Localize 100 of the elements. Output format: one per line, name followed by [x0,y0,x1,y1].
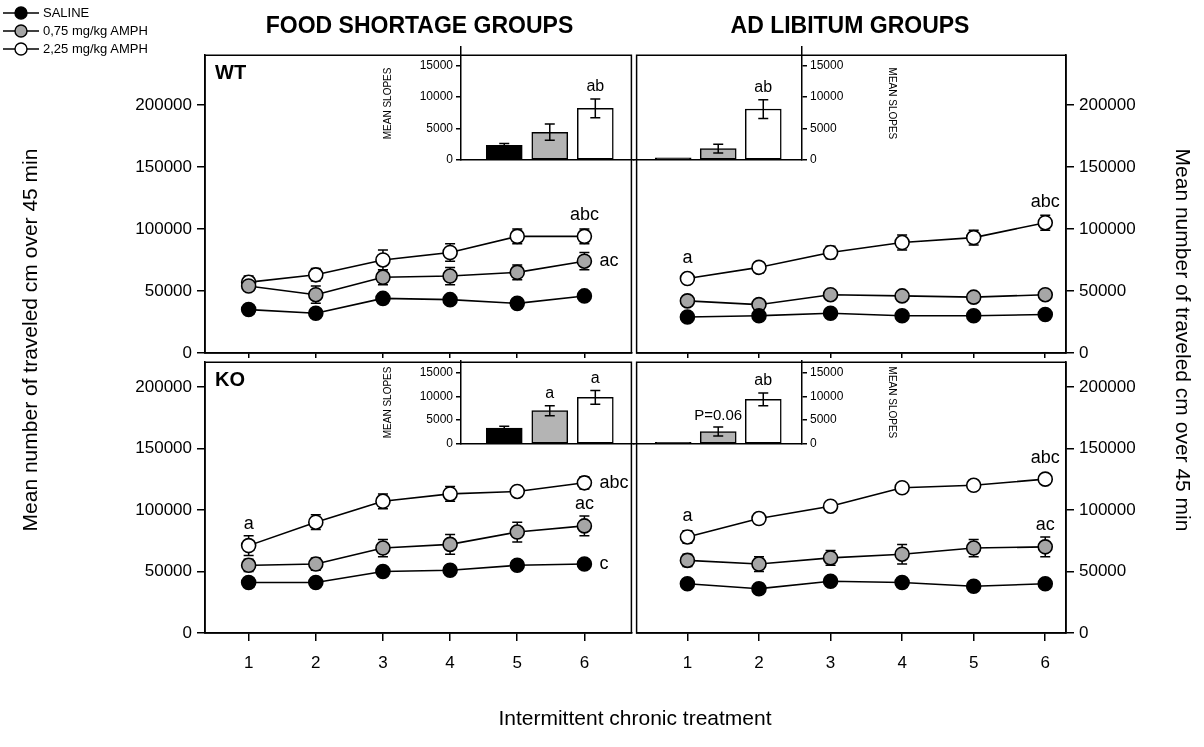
y-tick-label: 0 [810,152,817,167]
x-axis-title: Intermittent chronic treatment [498,706,772,730]
y-tick-label: 10000 [810,388,844,403]
data-label: a [590,368,600,386]
y-tick-label: 0 [182,622,192,642]
annotation: a [682,246,694,267]
y-tick-label: 15000 [810,58,844,73]
y-tick-label: 150000 [1079,438,1136,458]
y-tick-label: 200000 [135,376,192,396]
annotation: ac [1035,513,1055,534]
point [679,309,696,325]
point [442,562,458,579]
y-tick-label: 0 [446,152,454,167]
legend-label: 2,25 mg/kg AMPH [43,40,148,58]
point [1037,471,1054,487]
y-tick-label: 100000 [135,499,192,519]
point [509,557,526,574]
x-tick-label: 4 [897,652,907,672]
annotation: a [243,512,255,533]
point [240,301,257,318]
point [965,307,982,324]
point [751,307,767,324]
y-tick-label: 200000 [1079,376,1136,396]
annotation: c [599,553,609,574]
annotation: abc [1030,447,1060,468]
point [894,479,910,496]
point [1037,575,1054,592]
y-axis-title: MEAN SLOPES [887,366,899,439]
y-tick-label: 50000 [144,561,192,581]
y-axis-title: MEAN SLOPES [381,67,393,140]
y-tick-label: 200000 [135,94,192,114]
y-tick-label: 150000 [135,156,192,176]
annotation: abc [1030,190,1060,211]
point [375,563,391,580]
x-tick-label: 1 [682,652,693,672]
y-tick-label: 100000 [1079,499,1136,519]
y-tick-label: 15000 [419,58,454,73]
legend-label: SALINE [43,4,90,22]
y-tick-label: 15000 [810,365,844,380]
annotation: WT [215,60,247,83]
x-tick-label: 6 [1040,652,1050,672]
y-tick-label: 0 [446,436,454,451]
point [822,286,839,303]
annotation: P=0.06 [694,405,743,423]
data-label: ab [754,371,773,389]
point [576,556,593,572]
x-tick-label: 3 [378,652,388,672]
point [894,574,910,591]
chart-title: FOOD SHORTAGE GROUPS [265,11,574,39]
point [509,295,526,312]
point [679,270,696,287]
y-tick-label: 5000 [426,412,454,427]
y-tick-label: 10000 [810,89,844,104]
y-tick-label: 50000 [1079,280,1127,300]
y-tick-label: 150000 [1079,156,1136,176]
point [822,498,839,515]
data-label: ab [754,78,773,96]
point [308,574,324,591]
x-tick-label: 2 [754,652,764,672]
x-tick-label: 3 [825,652,836,672]
x-tick-label: 4 [445,652,455,672]
annotation: KO [215,367,245,390]
y-tick-label: 0 [810,436,817,451]
annotation: abc [569,204,599,225]
y-tick-label: 5000 [810,120,838,135]
annotation: a [682,504,694,525]
annotation: abc [599,471,629,492]
data-label: ab [586,77,605,95]
x-tick-label: 1 [243,652,254,672]
chart-title: AD LIBITUM GROUPS [730,11,970,39]
point [1037,306,1054,323]
y-axis-title: Mean number of traveled cm over 45 min [18,148,42,532]
data-label: a [545,384,555,402]
y-tick-label: 15000 [419,365,454,380]
y-tick-label: 150000 [135,438,192,458]
point [375,290,391,307]
y-axis-title: MEAN SLOPES [381,366,393,439]
x-tick-label: 2 [311,652,321,672]
y-tick-label: 50000 [1079,561,1127,581]
point [894,288,910,304]
y-tick-label: 0 [1079,342,1089,362]
y-tick-label: 5000 [426,120,454,135]
point [442,291,458,308]
annotation: ac [599,250,619,271]
point [965,578,982,595]
point [679,575,696,592]
point [822,573,839,590]
point [1037,286,1054,303]
y-tick-label: 200000 [1079,94,1136,114]
x-tick-label: 5 [968,652,979,672]
point [308,305,324,322]
point [240,574,257,591]
point [679,293,696,309]
y-tick-label: 5000 [810,412,838,427]
y-axis-title: MEAN SLOPES [887,67,899,140]
annotation: ac [574,493,594,514]
point [576,288,593,304]
point [894,307,910,324]
y-tick-label: 100000 [1079,218,1136,238]
y-tick-label: 50000 [144,280,192,300]
